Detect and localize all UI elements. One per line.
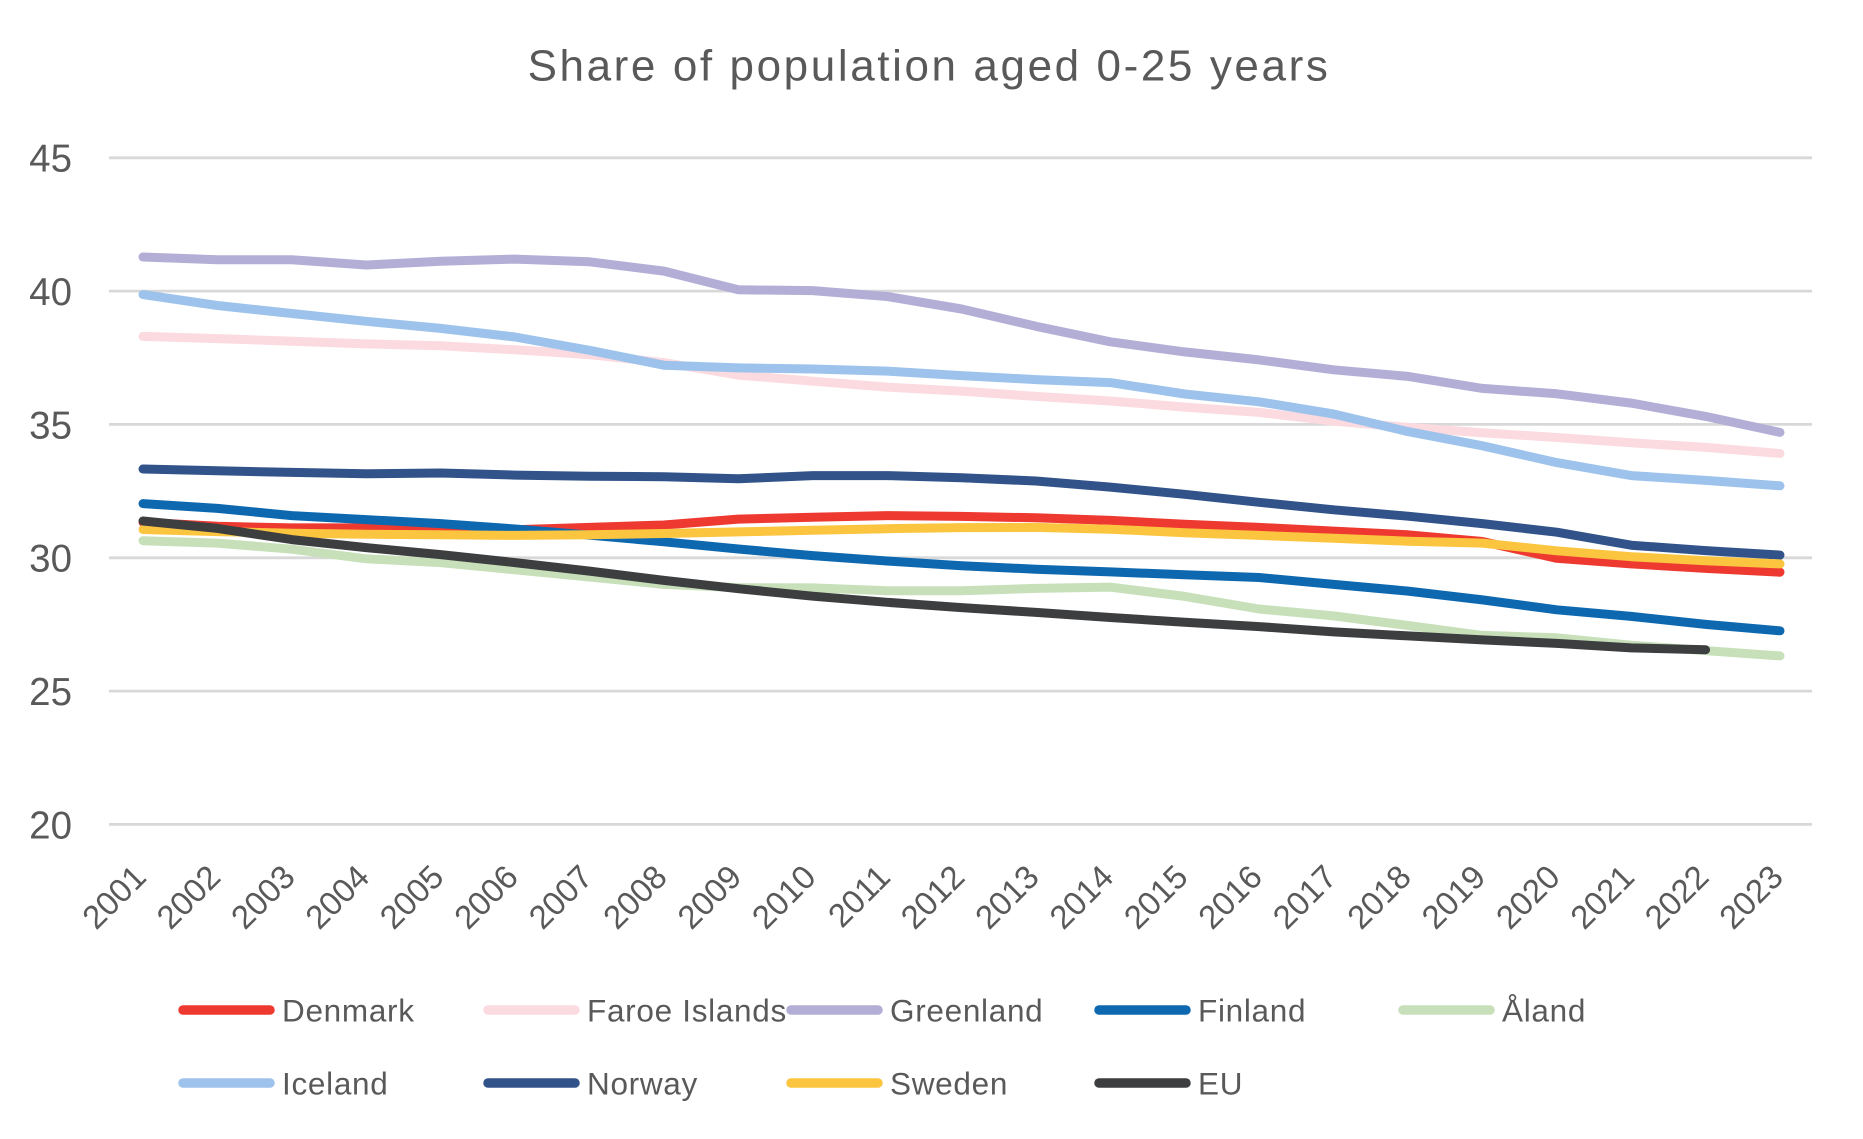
svg-text:Åland: Åland	[1502, 993, 1586, 1029]
svg-text:25: 25	[29, 671, 72, 714]
svg-text:Finland: Finland	[1198, 993, 1306, 1029]
svg-text:35: 35	[29, 404, 72, 447]
svg-text:EU: EU	[1198, 1066, 1243, 1102]
svg-text:Faroe Islands: Faroe Islands	[587, 993, 787, 1029]
svg-text:30: 30	[29, 538, 72, 581]
svg-text:45: 45	[29, 138, 72, 181]
svg-text:Denmark: Denmark	[282, 993, 415, 1029]
svg-text:40: 40	[29, 271, 72, 314]
svg-text:Iceland: Iceland	[282, 1066, 388, 1102]
svg-text:Share of population aged 0-25: Share of population aged 0-25 years	[528, 42, 1331, 91]
svg-text:Greenland: Greenland	[890, 993, 1043, 1029]
svg-text:Norway: Norway	[587, 1066, 698, 1102]
svg-text:20: 20	[29, 804, 72, 847]
svg-text:Sweden: Sweden	[890, 1066, 1008, 1102]
